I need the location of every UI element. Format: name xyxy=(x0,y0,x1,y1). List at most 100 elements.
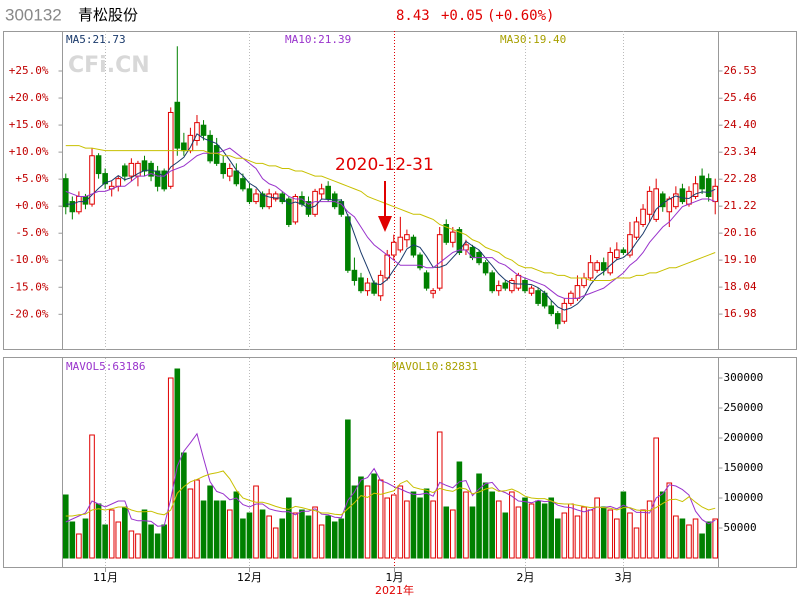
candle-body xyxy=(390,241,397,256)
last-price: 8.43 xyxy=(396,8,430,24)
y-tick-label: 18.04 xyxy=(724,280,757,293)
volume-bar xyxy=(89,434,95,559)
stock-name: 青松股份 xyxy=(78,7,138,24)
price-change: +0.05 xyxy=(441,8,483,24)
volume-bar xyxy=(351,485,358,559)
candle-body xyxy=(377,274,384,297)
candle-body xyxy=(502,282,509,289)
volume-bar xyxy=(476,473,482,559)
volume-bar xyxy=(561,512,568,559)
y-tick-label: 16.98 xyxy=(724,307,757,320)
candle-body xyxy=(69,201,76,213)
volume-bar xyxy=(200,500,207,559)
candle-body xyxy=(325,185,331,200)
volume-bar xyxy=(522,497,528,559)
candle-body xyxy=(115,178,122,187)
candle-body xyxy=(207,134,213,162)
candle-body xyxy=(200,124,207,136)
candle-body xyxy=(181,142,187,152)
volume-bar xyxy=(469,506,476,559)
volume-bar xyxy=(587,509,594,559)
candle-body xyxy=(633,221,640,238)
volume-bar xyxy=(135,533,141,559)
candle-body xyxy=(220,162,227,175)
volume-bar xyxy=(272,527,279,559)
volume-bar xyxy=(128,530,135,559)
candle-body xyxy=(194,122,200,141)
volume-bar xyxy=(181,452,187,559)
volume-bar xyxy=(450,509,456,559)
candle-body xyxy=(371,282,377,294)
volume-bar xyxy=(115,521,122,559)
candle-body xyxy=(561,302,568,322)
candle-body xyxy=(384,254,391,279)
candle-body xyxy=(312,190,318,215)
y-tick-label: 50000 xyxy=(724,521,757,534)
y-tick-label: 150000 xyxy=(724,461,764,474)
candle-body xyxy=(495,285,502,292)
candle-body xyxy=(692,183,699,197)
y2-tick-label: +25.0% xyxy=(9,64,49,77)
volume-bar xyxy=(259,509,266,559)
candle-body xyxy=(594,262,600,271)
volume-bar xyxy=(404,500,410,559)
y-tick-label: 23.34 xyxy=(724,145,757,158)
volume-bar xyxy=(384,497,391,559)
candle-body xyxy=(122,165,128,177)
candle-body xyxy=(528,287,535,294)
price-panel-frame xyxy=(3,31,797,350)
volume-bar xyxy=(338,518,345,559)
volume-bar xyxy=(640,509,646,559)
candle-body xyxy=(423,272,430,289)
volume-bar xyxy=(699,533,705,559)
ma-line xyxy=(65,147,716,299)
volume-bar xyxy=(371,473,377,559)
volume-bar xyxy=(633,527,640,559)
y2-tick-label: +20.0% xyxy=(9,91,49,104)
candle-body xyxy=(515,274,522,289)
ma-line xyxy=(65,133,716,311)
y-tick-label: 19.10 xyxy=(724,253,757,266)
candle-body xyxy=(463,244,469,251)
y-tick-label: 26.53 xyxy=(724,64,757,77)
candle-body xyxy=(620,249,627,253)
volume-bar xyxy=(594,497,600,559)
candle-body xyxy=(522,279,528,292)
volume-bar xyxy=(82,518,89,559)
volume-bar xyxy=(600,506,607,559)
annotation: 2020-12-31 xyxy=(335,155,434,175)
candle-body xyxy=(174,101,181,149)
x-axis-year-label: 2021年 xyxy=(375,583,414,597)
candle-body xyxy=(417,254,423,269)
candle-body xyxy=(95,155,102,175)
volume-bar xyxy=(246,512,253,559)
legend-mavol10: MAVOL10:82831 xyxy=(392,360,478,373)
volume-bar xyxy=(161,524,167,559)
ma-line xyxy=(65,145,716,281)
plot-layer: 16.98 18.04 19.10 20.16 21.22 22.28 23.34 24.40… xyxy=(9,31,764,597)
volume-bar xyxy=(305,515,312,559)
legend-ma30: MA30:19.40 xyxy=(500,33,566,46)
volume-bar xyxy=(692,518,699,559)
volume-bar xyxy=(102,524,108,559)
volume-bar xyxy=(463,491,469,559)
y-tick-label: 200000 xyxy=(724,431,764,444)
volume-bar xyxy=(417,497,423,559)
y2-tick-label: -15.0% xyxy=(9,280,49,293)
volume-bar xyxy=(423,488,430,559)
candle-body xyxy=(167,111,174,187)
volume-bar xyxy=(76,533,82,559)
volume-bar xyxy=(318,524,325,559)
volume-bar xyxy=(482,482,489,559)
y2-tick-label: +15.0% xyxy=(9,118,49,131)
candle-body xyxy=(272,193,279,200)
volume-bar xyxy=(535,500,541,559)
candle-body xyxy=(351,269,358,281)
volume-bar xyxy=(410,491,417,559)
candle-body xyxy=(266,193,272,208)
candle-body xyxy=(673,193,679,208)
volume-bar xyxy=(364,485,371,559)
candle-body xyxy=(535,290,541,304)
volume-bar xyxy=(705,521,712,559)
volume-bar xyxy=(69,521,76,559)
